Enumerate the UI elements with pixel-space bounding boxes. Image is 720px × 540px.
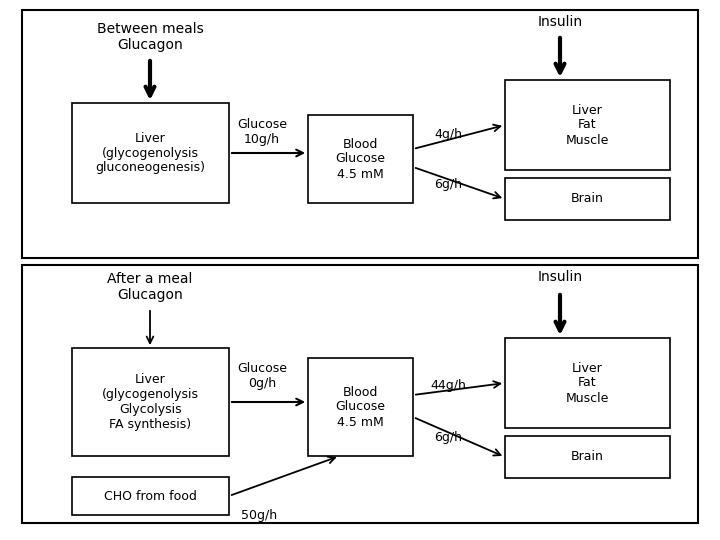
Bar (505, 80, 670, 170)
Bar (72, 348, 229, 456)
Text: Insulin: Insulin (537, 270, 582, 284)
Text: After a meal
Glucagon: After a meal Glucagon (107, 272, 193, 302)
Bar (72, 103, 229, 203)
Text: Insulin: Insulin (537, 15, 582, 29)
Text: Liver
(glycogenolysis
Glycolysis
FA synthesis): Liver (glycogenolysis Glycolysis FA synt… (102, 373, 199, 431)
Bar (22, 265, 698, 523)
Text: Liver
Fat
Muscle: Liver Fat Muscle (566, 104, 609, 146)
Bar (308, 358, 413, 456)
Text: 4g/h: 4g/h (434, 129, 462, 141)
Text: Liver
(glycogenolysis
gluconeogenesis): Liver (glycogenolysis gluconeogenesis) (96, 132, 205, 174)
Text: Brain: Brain (571, 450, 604, 463)
Text: Blood
Glucose
4.5 mM: Blood Glucose 4.5 mM (336, 138, 385, 180)
Text: Glucose
0g/h: Glucose 0g/h (237, 362, 287, 390)
Bar (22, 10, 698, 258)
Text: 44g/h: 44g/h (430, 379, 466, 392)
Bar (72, 477, 229, 515)
Text: Liver
Fat
Muscle: Liver Fat Muscle (566, 361, 609, 404)
Text: 6g/h: 6g/h (434, 178, 462, 191)
Text: 50g/h: 50g/h (241, 510, 277, 523)
Text: Blood
Glucose
4.5 mM: Blood Glucose 4.5 mM (336, 386, 385, 429)
Text: Between meals
Glucagon: Between meals Glucagon (96, 22, 203, 52)
Bar (505, 178, 670, 220)
Text: Glucose
10g/h: Glucose 10g/h (237, 118, 287, 146)
Bar (505, 436, 670, 478)
Text: 6g/h: 6g/h (434, 431, 462, 444)
Text: Brain: Brain (571, 192, 604, 206)
Bar (505, 338, 670, 428)
Text: CHO from food: CHO from food (104, 489, 197, 503)
Bar (308, 115, 413, 203)
